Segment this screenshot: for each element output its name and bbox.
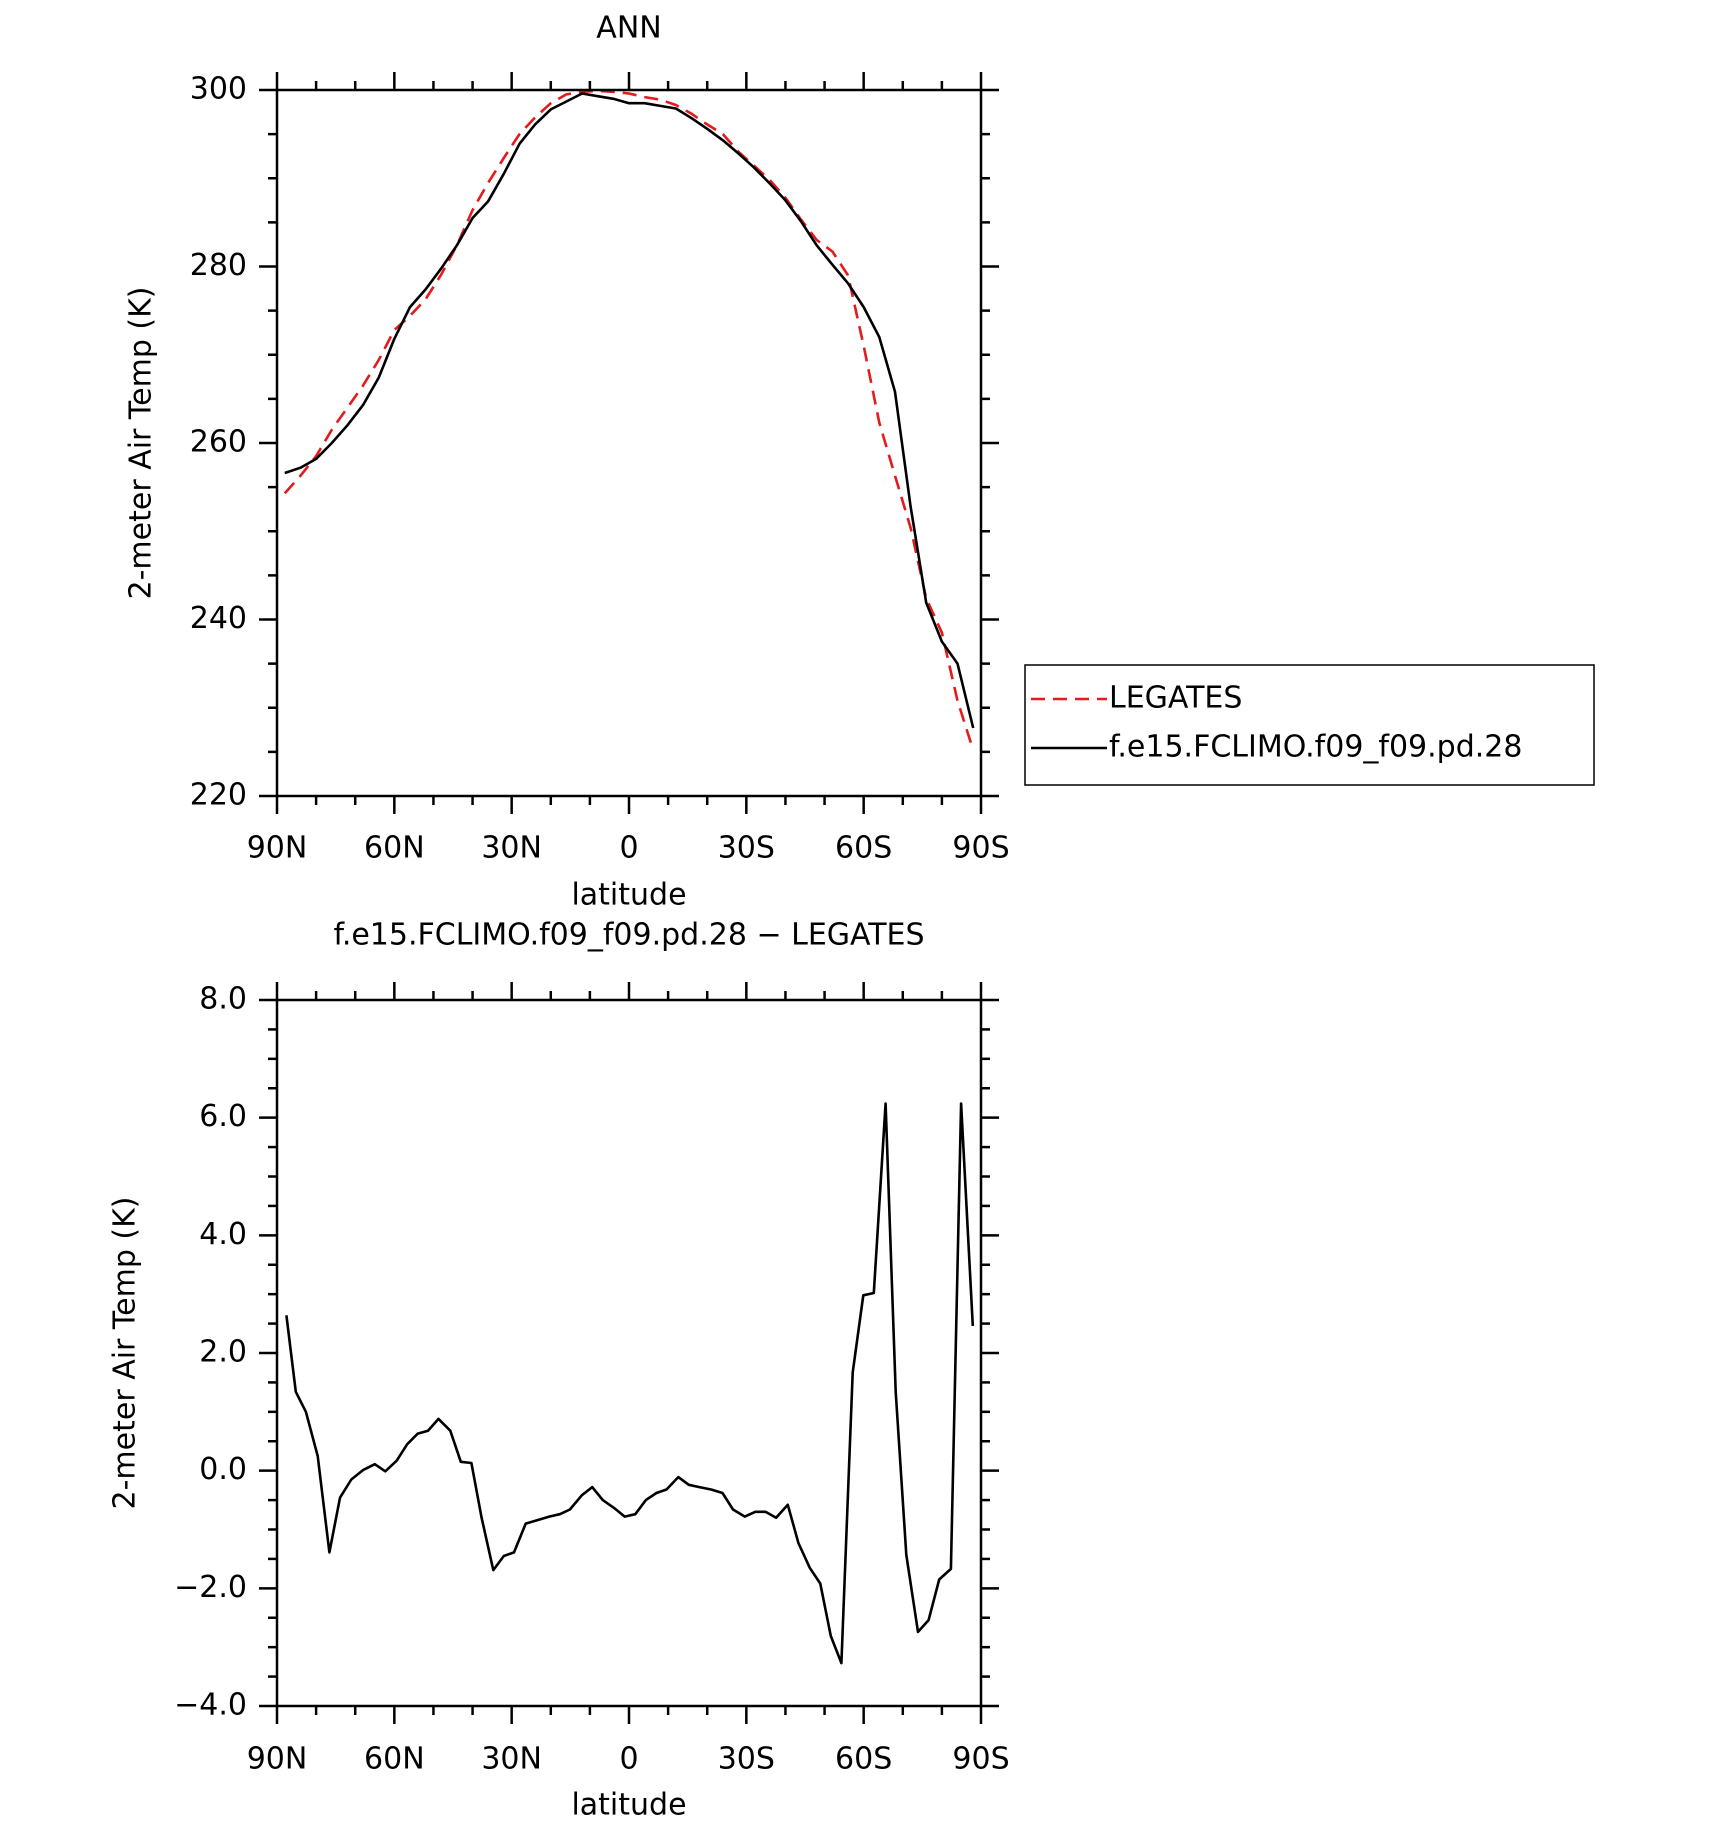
chart-title: f.e15.FCLIMO.f09_f09.pd.28 − LEGATES [333,918,924,953]
x-tick-label: 90N [247,1742,308,1777]
line-series [284,92,975,729]
x-tick-label: 30N [481,831,542,866]
x-tick-label: 30S [718,831,775,866]
y-axis-label: 2-meter Air Temp (K) [108,1197,143,1510]
x-tick-label: 60S [835,831,892,866]
y-tick-label: 220 [190,778,247,813]
chart-title: ANN [596,11,661,46]
x-tick-label: 0 [619,1742,638,1777]
x-tick-label: 90S [952,831,1009,866]
y-axis-label: 2-meter Air Temp (K) [124,287,159,600]
y-tick-label: 300 [190,72,247,107]
legend-label: LEGATES [1109,681,1242,716]
x-tick-label: 90N [247,831,308,866]
x-tick-label: 30N [481,1742,542,1777]
y-tick-label: −4.0 [174,1688,247,1723]
y-tick-label: 280 [190,248,247,283]
y-tick-label: 8.0 [199,982,247,1017]
x-tick-label: 0 [619,831,638,866]
plot-frame [275,998,983,1708]
y-tick-label: 6.0 [199,1099,247,1134]
y-tick-label: 0.0 [199,1452,247,1487]
y-tick-label: 240 [190,601,247,636]
y-tick-label: 260 [190,425,247,460]
x-axis-label: latitude [571,1788,686,1823]
x-tick-label: 90S [952,1742,1009,1777]
x-tick-label: 30S [718,1742,775,1777]
legend-box [1024,664,1595,786]
y-tick-label: −2.0 [174,1570,247,1605]
legend-label: f.e15.FCLIMO.f09_f09.pd.28 [1109,730,1522,765]
y-tick-label: 4.0 [199,1217,247,1252]
x-tick-label: 60N [364,831,425,866]
line-series [283,89,975,751]
line-series [285,1102,975,1665]
x-tick-label: 60N [364,1742,425,1777]
x-axis-label: latitude [571,878,686,913]
x-tick-label: 60S [835,1742,892,1777]
y-tick-label: 2.0 [199,1335,247,1370]
plot-frame [275,88,983,798]
